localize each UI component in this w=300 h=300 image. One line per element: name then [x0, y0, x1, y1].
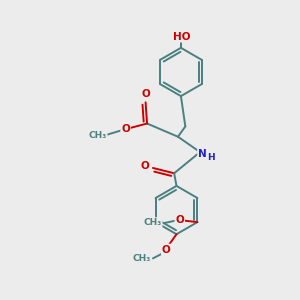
Text: O: O	[141, 89, 150, 99]
Text: CH₃: CH₃	[132, 254, 150, 263]
Text: O: O	[140, 160, 149, 171]
Text: O: O	[176, 215, 184, 225]
Text: N: N	[198, 149, 207, 159]
Text: HO: HO	[173, 32, 190, 42]
Text: CH₃: CH₃	[143, 218, 162, 227]
Text: O: O	[162, 244, 171, 254]
Text: O: O	[121, 124, 130, 134]
Text: H: H	[207, 153, 215, 162]
Text: CH₃: CH₃	[88, 131, 107, 140]
